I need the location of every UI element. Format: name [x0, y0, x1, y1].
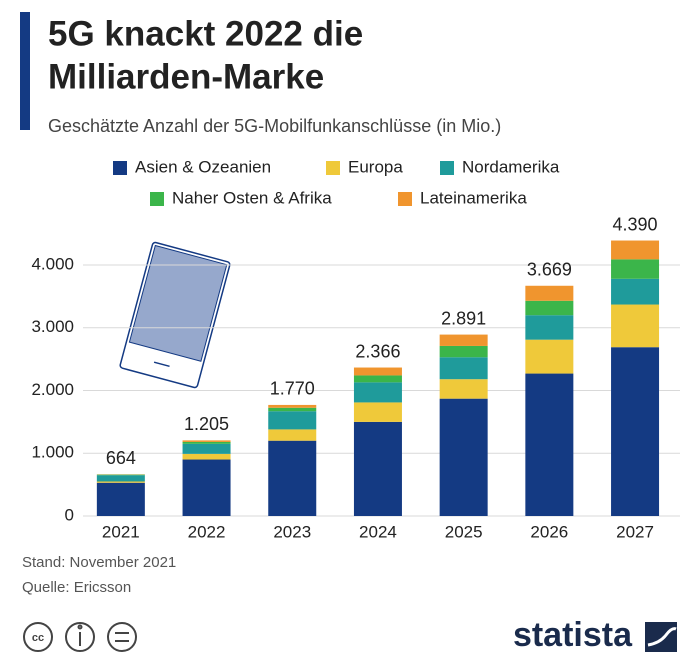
bar-segment — [439, 379, 488, 399]
bar-segment — [611, 259, 660, 279]
bar-segment — [353, 421, 402, 516]
brand: statista — [513, 616, 633, 654]
total-label: 3.669 — [527, 260, 572, 280]
bar-segment — [439, 357, 488, 380]
bar-segment — [182, 453, 231, 460]
bar-segment — [611, 240, 660, 260]
legend-swatch — [398, 192, 412, 206]
bar-segment — [182, 459, 231, 516]
x-tick-label: 2025 — [445, 522, 483, 541]
x-tick-label: 2022 — [188, 522, 226, 541]
total-label: 1.770 — [270, 379, 315, 399]
y-tick-label: 3.000 — [31, 317, 74, 336]
legend-swatch — [326, 161, 340, 175]
chart-title: 5G knackt 2022 die — [48, 14, 363, 53]
x-tick-label: 2021 — [102, 522, 140, 541]
bar-segment — [96, 475, 145, 482]
bar-segment — [611, 278, 660, 305]
bar-segment — [353, 382, 402, 403]
y-tick-label: 0 — [65, 505, 74, 524]
bar-segment — [268, 404, 317, 408]
brand-logo-wave — [647, 627, 677, 647]
bar-segment — [182, 443, 231, 454]
legend-swatch — [113, 161, 127, 175]
bar-segment — [96, 474, 145, 476]
bar-segment — [525, 373, 574, 516]
bar-segment — [439, 334, 488, 346]
bar-segment — [353, 402, 402, 422]
bar-segment — [439, 345, 488, 358]
x-tick-label: 2026 — [530, 522, 568, 541]
bar-segment — [525, 285, 574, 301]
chart-subtitle: Geschätzte Anzahl der 5G-Mobilfunkanschl… — [48, 116, 501, 136]
legend-swatch — [150, 192, 164, 206]
bar-segment — [525, 339, 574, 374]
bar-segment — [611, 304, 660, 348]
total-label: 2.366 — [355, 341, 400, 361]
bar-segment — [268, 429, 317, 441]
chart-title: Milliarden-Marke — [48, 57, 324, 96]
bar-segment — [439, 398, 488, 516]
bar-segment — [611, 347, 660, 516]
bar-segment — [268, 440, 317, 516]
phone-icon — [119, 241, 231, 389]
bar-segment — [182, 440, 231, 442]
bar-segment — [525, 315, 574, 340]
bar-segment — [525, 300, 574, 316]
note: Stand: November 2021 — [22, 554, 176, 571]
bar-segment — [353, 367, 402, 376]
bar-segment — [96, 481, 145, 483]
legend-label: Asien & Ozeanien — [135, 157, 271, 176]
legend-label: Nordamerika — [462, 157, 560, 176]
y-tick-label: 2.000 — [31, 380, 74, 399]
legend-swatch — [440, 161, 454, 175]
legend-label: Lateinamerika — [420, 188, 527, 207]
x-tick-label: 2023 — [273, 522, 311, 541]
bar-segment — [353, 375, 402, 383]
x-tick-label: 2027 — [616, 522, 654, 541]
total-label: 2.891 — [441, 308, 486, 328]
bar-segment — [182, 441, 231, 444]
total-label: 664 — [106, 448, 136, 468]
title-bar — [20, 12, 30, 130]
y-tick-label: 1.000 — [31, 443, 74, 462]
legend-label: Naher Osten & Afrika — [172, 188, 332, 207]
bar-segment — [96, 482, 145, 516]
total-label: 1.205 — [184, 414, 229, 434]
bar-segment — [268, 407, 317, 412]
note: Quelle: Ericsson — [22, 579, 131, 596]
x-tick-label: 2024 — [359, 522, 397, 541]
total-label: 4.390 — [613, 214, 658, 234]
y-tick-label: 4.000 — [31, 254, 74, 273]
cc-icon-text: cc — [32, 632, 44, 644]
license-icons — [23, 622, 137, 652]
brand-logo — [645, 622, 677, 652]
bar-segment — [268, 411, 317, 430]
legend-label: Europa — [348, 157, 403, 176]
